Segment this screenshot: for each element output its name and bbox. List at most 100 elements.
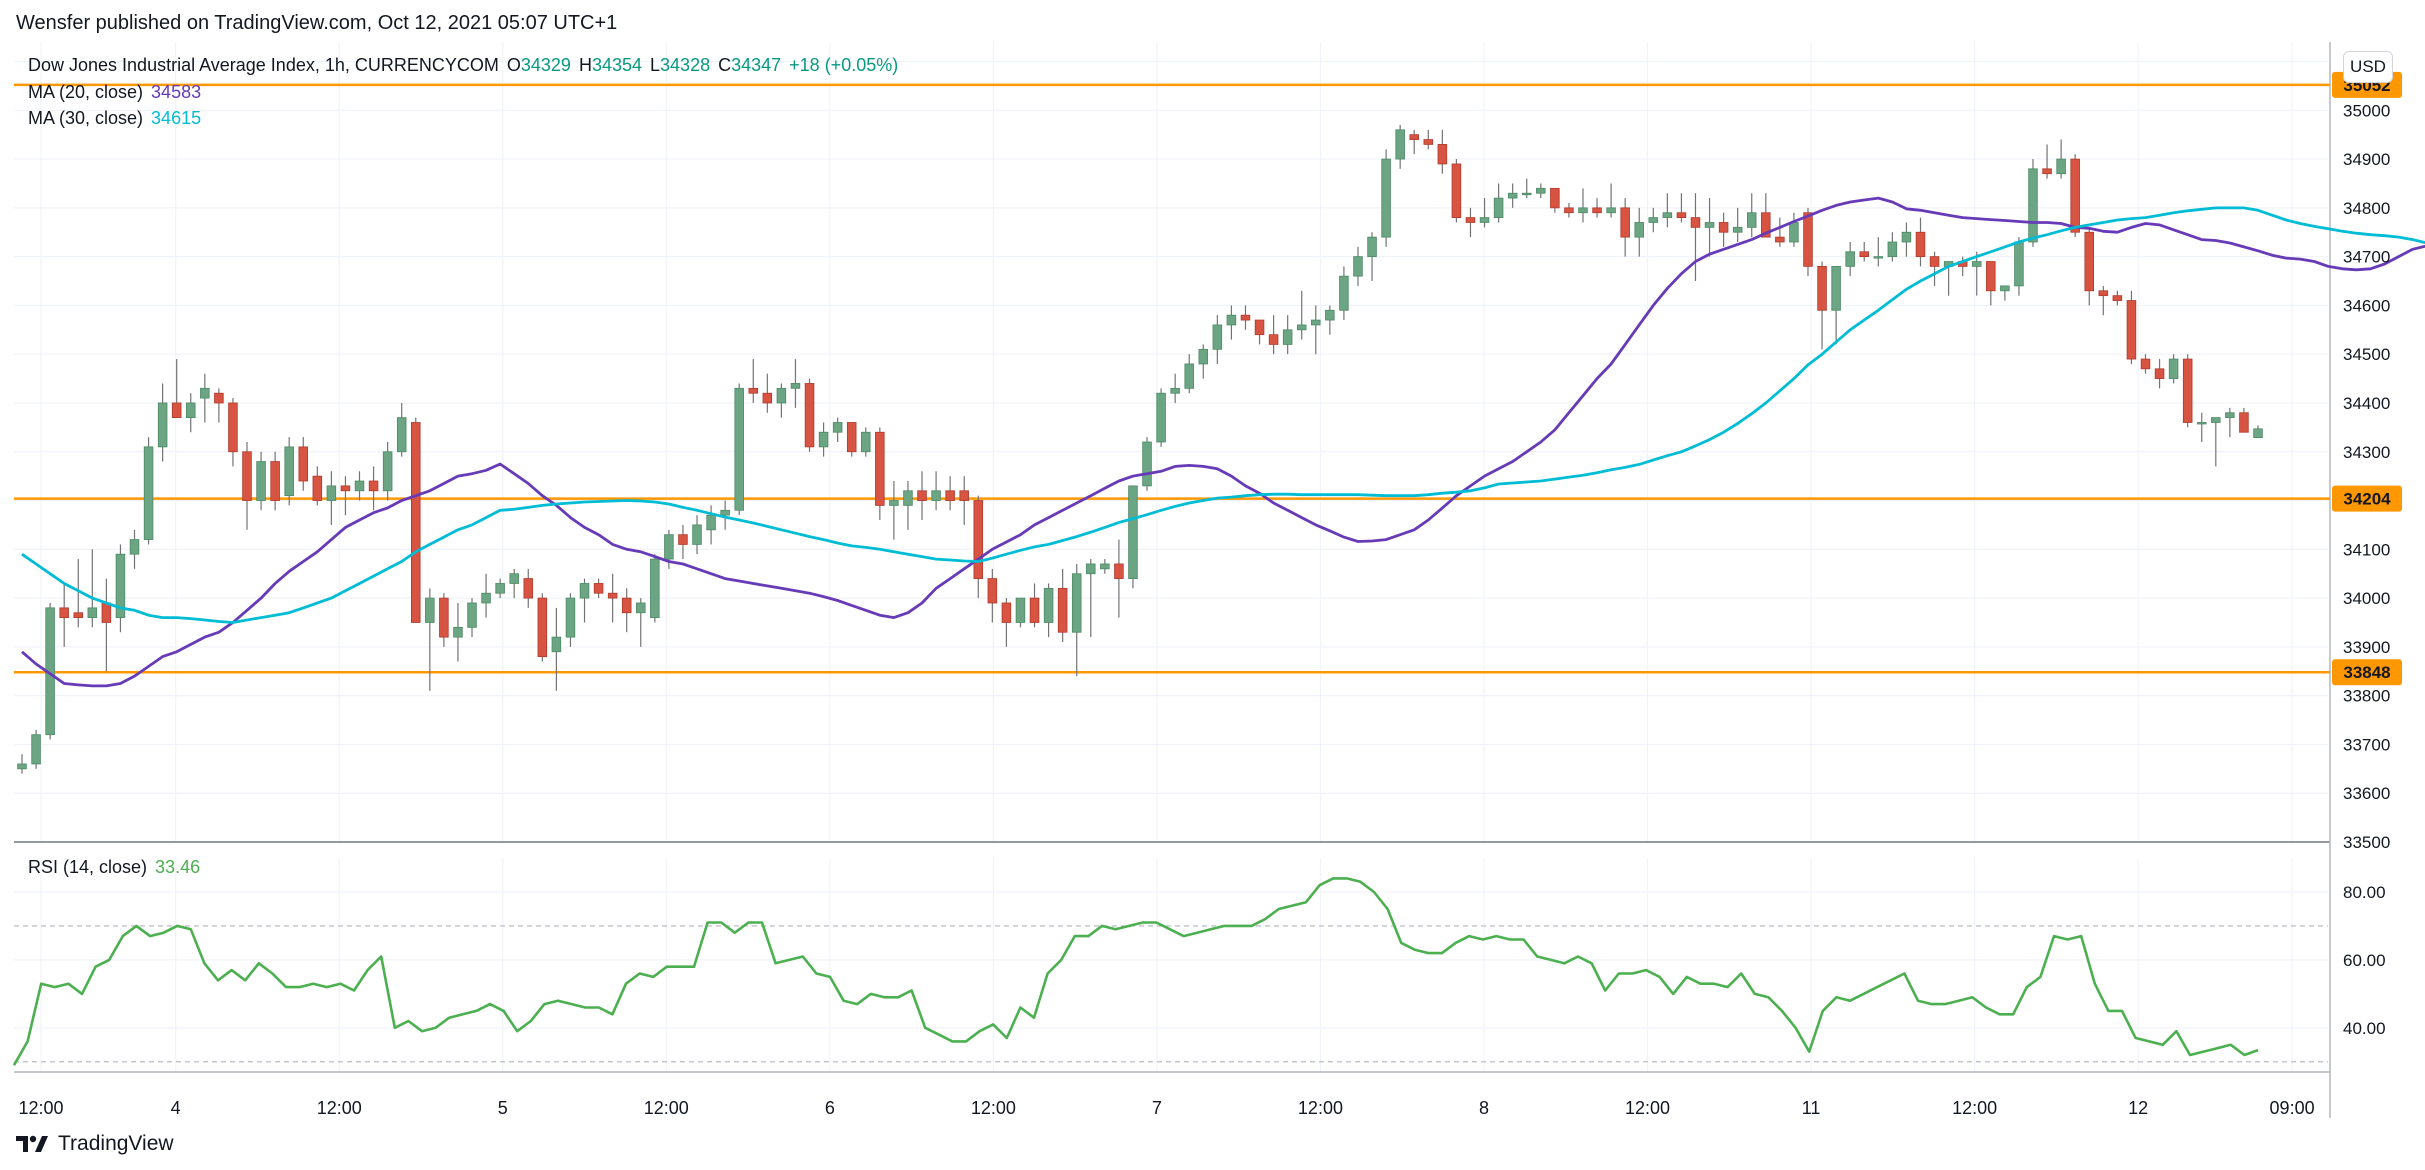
candle-body <box>2182 358 2193 423</box>
candle-body <box>537 597 548 658</box>
candle-body <box>396 417 407 453</box>
ohlc-change: +18 (+0.05%) <box>789 55 899 75</box>
candle-body <box>1114 563 1124 579</box>
candle-body <box>692 524 702 545</box>
candle-body <box>1339 275 1349 311</box>
candle-body <box>762 392 773 404</box>
ohlc-open: O34329 <box>506 55 571 75</box>
candle-body <box>720 509 730 516</box>
candle-body <box>1128 485 1138 579</box>
candle-body <box>1156 392 1166 443</box>
candle-body <box>1423 139 1434 145</box>
candle-body <box>228 402 238 453</box>
rsi-axis[interactable]: 40.00 60.00 80.00 <box>2343 883 2386 1038</box>
rsi-legend[interactable]: RSI (14, close) 33.46 <box>28 857 208 878</box>
symbol-title: Dow Jones Industrial Average Index, 1h, … <box>28 55 499 75</box>
candle-body <box>453 626 463 638</box>
candle-body <box>256 461 266 501</box>
candle-body <box>1254 319 1265 336</box>
candle-body <box>1071 573 1082 633</box>
time-axis[interactable]: 12:00 4 12:00 5 12:00 6 12:00 7 12:00 8 12:00 11 12:… <box>18 1098 2314 1118</box>
currency-badge[interactable]: USD <box>2343 51 2393 83</box>
candle-body <box>1212 324 1223 350</box>
price-axis[interactable]: 3350033600337003380033900340003410034200… <box>2343 53 2390 852</box>
candle-body <box>1451 163 1462 219</box>
time-tick-label: 5 <box>498 1098 508 1118</box>
candle-body <box>1620 207 1630 238</box>
ma30-legend[interactable]: MA (30, close) 34615 <box>28 108 209 129</box>
rsi-grid <box>14 858 2328 1072</box>
candle-body <box>748 387 759 394</box>
candle-body <box>185 402 196 419</box>
symbol-legend[interactable]: Dow Jones Industrial Average Index, 1h, … <box>28 55 906 76</box>
candle-body <box>2070 158 2080 233</box>
candle-body <box>31 734 41 765</box>
candle-body <box>903 490 913 506</box>
horizontal-levels[interactable] <box>14 83 2330 674</box>
time-tick-label: 12:00 <box>1298 1098 1343 1118</box>
ma20-line <box>21 196 2425 688</box>
time-tick-label: 12:00 <box>18 1098 63 1118</box>
candle-body <box>1550 187 1560 209</box>
candle-body <box>2168 358 2179 379</box>
candle-body <box>143 446 154 540</box>
candle-body <box>312 475 323 501</box>
candle-body <box>1915 231 1926 258</box>
candle-body <box>1015 597 1026 623</box>
candle-body <box>214 392 224 404</box>
candle-body <box>1578 207 1588 214</box>
rsi-value: 33.46 <box>155 857 201 877</box>
candle-body <box>1198 348 1209 365</box>
candle-body <box>1775 236 1785 243</box>
ohlc-low: L34328 <box>650 55 711 75</box>
candle-body <box>734 387 744 511</box>
price-tick-label: 34800 <box>2343 199 2390 218</box>
candle-body <box>171 402 182 419</box>
candle-body <box>2098 290 2109 297</box>
price-tick-label: 34000 <box>2343 589 2390 608</box>
candle-body <box>1311 319 1321 326</box>
candle-body <box>439 597 449 638</box>
candle-body <box>101 602 112 623</box>
candle-body <box>1142 441 1152 487</box>
time-tick-label: 6 <box>825 1098 835 1118</box>
candle-body <box>2042 168 2052 175</box>
price-tick-label: 34100 <box>2343 540 2390 559</box>
candle-body <box>636 602 646 614</box>
time-tick-label: 7 <box>1152 1098 1162 1118</box>
candle-body <box>1662 212 1673 219</box>
candle-body <box>298 446 309 482</box>
candle-body <box>340 485 351 492</box>
ma30-label: MA (30, close) <box>28 108 144 128</box>
candle-body <box>200 387 210 399</box>
tradingview-brand[interactable]: TradingView <box>16 1132 174 1156</box>
candle-body <box>509 573 519 584</box>
candle-body <box>1409 134 1419 140</box>
candle-body <box>382 451 393 492</box>
candle-body <box>889 500 899 506</box>
candle-body <box>1606 207 1616 214</box>
ma30-value: 34615 <box>151 108 202 128</box>
candle-body <box>495 583 505 594</box>
candle-body <box>17 763 27 770</box>
ma30-line <box>21 206 2425 624</box>
candle-body <box>1971 261 1982 267</box>
time-tick-label: 8 <box>1479 1098 1489 1118</box>
ohlc-high: H34354 <box>578 55 643 75</box>
candlestick-series <box>17 124 2263 774</box>
level-price-label: 33848 <box>2343 663 2390 682</box>
ma20-legend[interactable]: MA (20, close) 34583 <box>28 82 209 103</box>
candle-body <box>846 422 857 453</box>
candle-body <box>2056 158 2066 175</box>
candle-body <box>565 597 576 638</box>
candle-body <box>1493 197 1504 219</box>
rsi-tick-label: 60.00 <box>2343 951 2386 970</box>
candle-body <box>1536 187 1546 194</box>
candle-body <box>1929 256 1940 267</box>
candle-body <box>790 383 801 389</box>
candle-body <box>87 607 98 619</box>
candle-body <box>1634 222 1644 238</box>
candle-body <box>354 480 365 492</box>
level-badge <box>2332 485 2402 512</box>
